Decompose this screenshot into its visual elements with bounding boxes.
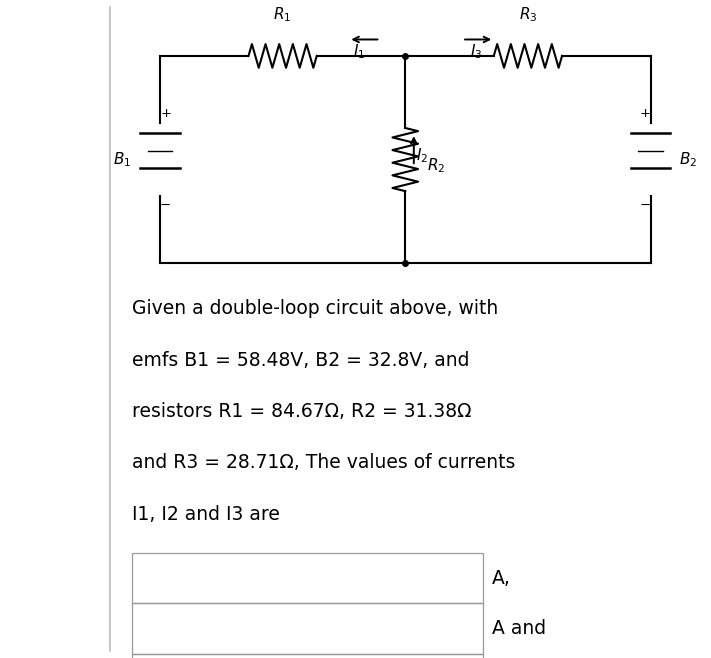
Text: A and: A and — [492, 619, 546, 638]
Text: and R3 = 28.71Ω, The values of currents: and R3 = 28.71Ω, The values of currents — [132, 453, 515, 472]
Text: $B_2$: $B_2$ — [679, 150, 697, 169]
Text: $R_1$: $R_1$ — [274, 6, 292, 24]
Text: +: + — [160, 107, 171, 120]
Text: $I_2$: $I_2$ — [416, 146, 428, 165]
Text: Given a double-loop circuit above, with: Given a double-loop circuit above, with — [132, 299, 498, 318]
Text: $I_3$: $I_3$ — [470, 42, 483, 61]
Text: −: − — [160, 199, 171, 212]
Text: +: + — [639, 107, 651, 120]
Bar — [132, 553, 483, 603]
Text: $B_1$: $B_1$ — [113, 150, 132, 169]
Text: $R_2$: $R_2$ — [427, 157, 445, 176]
Text: I1, I2 and I3 are: I1, I2 and I3 are — [132, 505, 279, 524]
Text: A,: A, — [492, 569, 511, 588]
Text: −: − — [639, 199, 651, 212]
Text: $R_3$: $R_3$ — [519, 6, 537, 24]
Bar — [132, 654, 483, 658]
Text: resistors R1 = 84.67Ω, R2 = 31.38Ω: resistors R1 = 84.67Ω, R2 = 31.38Ω — [132, 402, 471, 421]
Bar — [132, 603, 483, 654]
Text: $I_1$: $I_1$ — [353, 42, 365, 61]
Text: emfs B1 = 58.48V, B2 = 32.8V, and: emfs B1 = 58.48V, B2 = 32.8V, and — [132, 351, 469, 370]
